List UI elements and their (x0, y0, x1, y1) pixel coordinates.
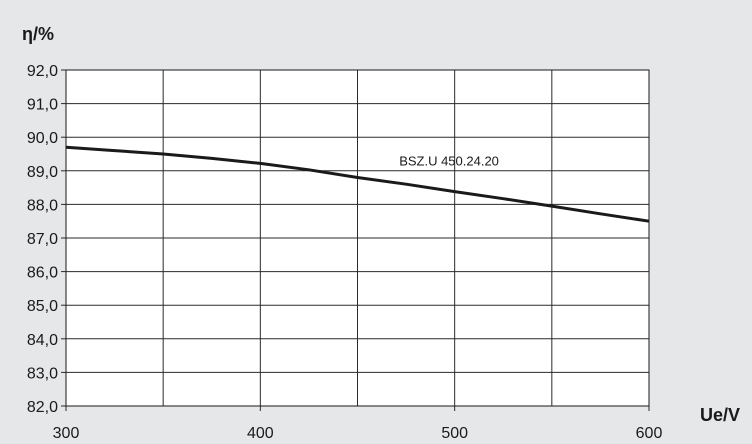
y-axis-ticks: 82,0 83,0 84,0 85,0 86,0 87,0 88,0 89,0 90,0 91,0… (27, 63, 66, 416)
y-tick-label: 92,0 (27, 63, 58, 80)
y-tick-label: 87,0 (27, 231, 58, 248)
x-axis-ticks: 300 400 500 600 (53, 406, 663, 442)
x-tick-label: 600 (636, 425, 663, 442)
series-line (65, 145, 650, 223)
y-tick-label: 89,0 (27, 164, 58, 181)
x-tick-label: 300 (53, 425, 80, 442)
x-tick-label: 400 (247, 425, 274, 442)
y-tick-label: 91,0 (27, 97, 58, 114)
y-tick-label: 88,0 (27, 197, 58, 214)
y-tick-label: 86,0 (27, 265, 58, 282)
y-tick-label: 85,0 (27, 298, 58, 315)
y-tick-label: 90,0 (27, 130, 58, 147)
y-tick-label: 82,0 (27, 399, 58, 416)
grid (66, 70, 649, 406)
y-tick-label: 83,0 (27, 365, 58, 382)
series-layer: BSZ.U 450.24.20 (65, 145, 650, 223)
x-axis-title: Ue/V (700, 405, 740, 425)
y-tick-label: 84,0 (27, 332, 58, 349)
series-label: BSZ.U 450.24.20 (399, 154, 499, 169)
x-tick-label: 500 (441, 425, 468, 442)
y-axis-title: η/% (22, 24, 54, 44)
plot-frame (65, 69, 650, 407)
